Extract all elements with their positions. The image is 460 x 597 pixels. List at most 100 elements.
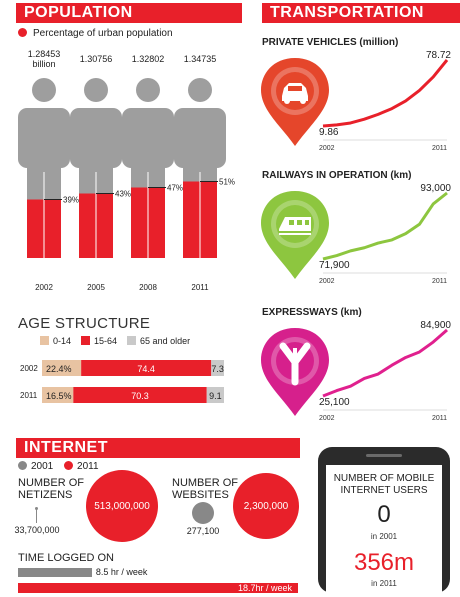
legend-2011-dot xyxy=(64,461,74,470)
age-segment-0-14 xyxy=(42,387,74,403)
netizens-2001-stem xyxy=(36,509,37,523)
age-year-label: 2011 xyxy=(20,391,38,400)
time-2001-bar xyxy=(18,568,92,577)
year-label: 2005 xyxy=(87,283,105,292)
age-segment-15-64 xyxy=(81,360,212,376)
person-head xyxy=(84,78,108,102)
train-window xyxy=(289,220,294,225)
trend-end-year: 2011 xyxy=(432,278,447,285)
netizens-2011-value: 513,000,000 xyxy=(94,501,150,512)
trend-end-value: 78.72 xyxy=(426,50,451,61)
trend-end-value: 93,000 xyxy=(420,183,451,194)
car-wheel xyxy=(300,98,306,104)
legend-2011-label: 2011 xyxy=(77,461,99,472)
railways-chart: 71,900 93,000 2002 2011 xyxy=(261,183,451,285)
age-segment-label: 70.3 xyxy=(131,391,149,401)
railways-title: RAILWAYS IN OPERATION (km) xyxy=(262,170,412,181)
year-label: 2008 xyxy=(139,283,157,292)
age-legend-label: 0-14 xyxy=(53,336,72,346)
trend-start-value: 9.86 xyxy=(319,127,339,138)
phone-frame: NUMBER OF MOBILE INTERNET USERS 0 in 200… xyxy=(318,447,450,593)
internet-legend: 2001 2011 xyxy=(18,461,99,472)
time-2011-label: 18.7hr / week xyxy=(238,583,293,593)
websites-2011-value: 2,300,000 xyxy=(243,501,289,512)
phone-screen: NUMBER OF MOBILE INTERNET USERS 0 in 200… xyxy=(326,465,442,593)
trend-line xyxy=(322,191,448,261)
age-segment-65-and-older xyxy=(206,387,224,403)
age-structure-title: AGE STRUCTURE xyxy=(18,315,151,332)
netizens-2011-circle xyxy=(86,470,158,542)
population-header: POPULATION xyxy=(16,3,242,23)
age-segment-label: 22.4% xyxy=(46,364,72,374)
age-segment-label: 74.4 xyxy=(137,364,155,374)
mobile-2011-value: 356m xyxy=(353,549,415,576)
age-segment-label: 7.3 xyxy=(211,364,224,374)
population-value: 1.34735 xyxy=(184,54,217,64)
trend-line xyxy=(322,59,449,128)
year-label: 2002 xyxy=(35,283,53,292)
netizens-2001-value: 33,700,000 xyxy=(14,525,60,535)
trend-start-value: 71,900 xyxy=(319,260,350,271)
urban-percent-label: 51% xyxy=(219,178,235,187)
age-legend-swatch xyxy=(127,336,137,345)
age-legend-label: 65 and older xyxy=(140,336,191,346)
mobile-2001-year: in 2001 xyxy=(370,532,398,541)
trend-start-value: 25,100 xyxy=(319,397,350,408)
trend-start-year: 2002 xyxy=(319,145,335,152)
websites-label: NUMBER OF WEBSITES xyxy=(172,477,238,501)
trend-end-year: 2011 xyxy=(432,415,447,422)
legend-2001-label: 2001 xyxy=(31,461,54,472)
age-segment-65-and-older xyxy=(211,360,224,376)
mobile-users-title: NUMBER OF MOBILE INTERNET USERS xyxy=(333,473,435,496)
person-head xyxy=(32,78,56,102)
age-structure-chart: 2002 22.4% 74.4 7.3 2011 16.5% 70.3 9.1 xyxy=(20,360,224,403)
time-logged-label: TIME LOGGED ON xyxy=(18,552,114,564)
urban-legend: Percentage of urban population xyxy=(18,28,173,39)
person-head xyxy=(188,78,212,102)
trend-start-year: 2002 xyxy=(319,278,335,285)
websites-2001-value: 277,100 xyxy=(186,526,220,536)
population-value: 1.32802 xyxy=(132,54,165,64)
age-structure-legend: 0-14 15-64 65 and older xyxy=(40,336,190,346)
private-vehicles-title: PRIVATE VEHICLES (million) xyxy=(262,37,399,48)
person-head xyxy=(136,78,160,102)
age-legend-swatch xyxy=(81,336,91,345)
trend-end-value: 84,900 xyxy=(420,320,451,331)
leg-gap xyxy=(95,172,97,258)
age-legend-label: 15-64 xyxy=(94,336,118,346)
age-segment-15-64 xyxy=(73,387,207,403)
age-legend-swatch xyxy=(40,336,49,345)
urban-legend-dot xyxy=(18,28,27,37)
urban-percent-label: 39% xyxy=(63,196,79,205)
phone-speaker xyxy=(366,454,402,457)
urban-percent-label: 47% xyxy=(167,184,183,193)
age-segment-label: 9.1 xyxy=(209,391,222,401)
leg-gap xyxy=(43,172,45,258)
person-bar-2011: 51% 1.34735 2011 xyxy=(174,54,235,292)
car-window xyxy=(288,86,302,91)
websites-2001-circle xyxy=(192,502,214,524)
legend-2001-dot xyxy=(18,461,27,470)
train-window xyxy=(297,220,302,225)
leg-gap xyxy=(199,172,201,258)
highway-icon xyxy=(261,328,329,416)
urban-percent-label: 43% xyxy=(115,190,131,199)
car-wheel xyxy=(284,98,290,104)
age-year-label: 2002 xyxy=(20,364,38,373)
train-icon xyxy=(261,191,329,279)
leg-gap xyxy=(147,172,149,258)
mobile-2011-year: in 2011 xyxy=(371,579,397,588)
person-bar-2005: 43% 1.30756 2005 xyxy=(70,54,131,292)
time-2001-label: 8.5 hr / week xyxy=(95,567,148,577)
train-window xyxy=(305,220,309,225)
train-body xyxy=(279,217,311,231)
mobile-2001-value: 0 xyxy=(377,501,391,528)
netizens-label: NUMBER OF NETIZENS xyxy=(18,477,84,501)
trend-line xyxy=(322,328,448,398)
websites-2011-circle xyxy=(233,473,299,539)
expressways-chart: 25,100 84,900 2002 2011 xyxy=(261,320,451,422)
train-rail xyxy=(279,233,311,235)
private-vehicles-chart: 9.86 78.72 2002 2011 xyxy=(261,50,451,152)
